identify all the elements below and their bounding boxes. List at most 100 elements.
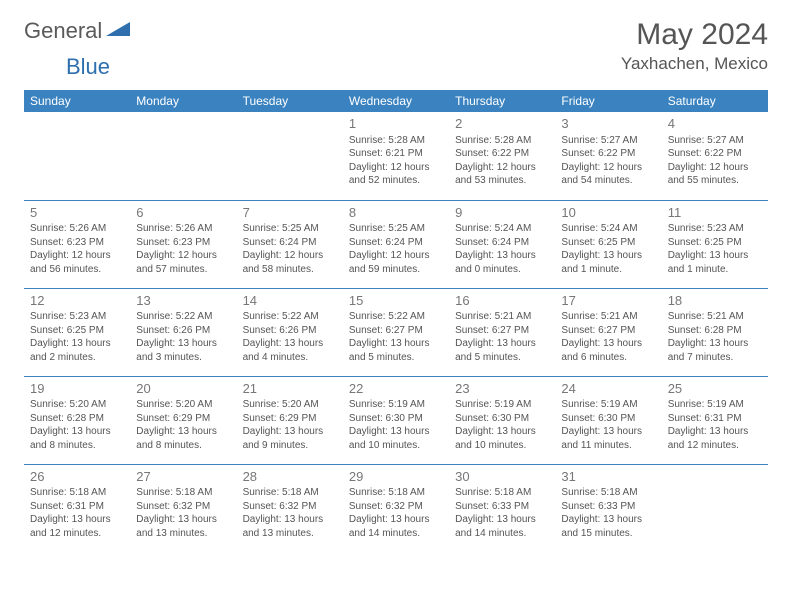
sunrise-text: Sunrise: 5:19 AM [668, 398, 762, 412]
day-cell: 12Sunrise: 5:23 AMSunset: 6:25 PMDayligh… [24, 288, 130, 376]
daylight-text: Daylight: 13 hours and 1 minute. [668, 249, 762, 276]
day-number: 9 [455, 204, 549, 222]
daylight-text: Daylight: 12 hours and 57 minutes. [136, 249, 230, 276]
day-cell: 3Sunrise: 5:27 AMSunset: 6:22 PMDaylight… [555, 112, 661, 200]
daylight-text: Daylight: 12 hours and 54 minutes. [561, 161, 655, 188]
sunset-text: Sunset: 6:26 PM [136, 324, 230, 338]
week-row: 12Sunrise: 5:23 AMSunset: 6:25 PMDayligh… [24, 288, 768, 376]
daylight-text: Daylight: 12 hours and 53 minutes. [455, 161, 549, 188]
day-number: 25 [668, 380, 762, 398]
sunrise-text: Sunrise: 5:20 AM [136, 398, 230, 412]
day-number: 2 [455, 115, 549, 133]
sunrise-text: Sunrise: 5:27 AM [668, 134, 762, 148]
day-cell [662, 464, 768, 552]
sunset-text: Sunset: 6:32 PM [243, 500, 337, 514]
day-number: 29 [349, 468, 443, 486]
day-cell: 30Sunrise: 5:18 AMSunset: 6:33 PMDayligh… [449, 464, 555, 552]
day-number: 24 [561, 380, 655, 398]
day-cell: 31Sunrise: 5:18 AMSunset: 6:33 PMDayligh… [555, 464, 661, 552]
day-number: 8 [349, 204, 443, 222]
day-cell: 19Sunrise: 5:20 AMSunset: 6:28 PMDayligh… [24, 376, 130, 464]
month-title: May 2024 [621, 18, 768, 52]
daylight-text: Daylight: 13 hours and 8 minutes. [136, 425, 230, 452]
calendar-body: 1 Sunrise: 5:28 AM Sunset: 6:21 PM Daylight… [24, 112, 768, 552]
day-number: 20 [136, 380, 230, 398]
daylight-text: Daylight: 13 hours and 13 minutes. [243, 513, 337, 540]
sunset-text: Sunset: 6:27 PM [349, 324, 443, 338]
sunrise-text: Sunrise: 5:23 AM [668, 222, 762, 236]
sunrise-text: Sunrise: 5:22 AM [349, 310, 443, 324]
day-number: 31 [561, 468, 655, 486]
day-cell: 7Sunrise: 5:25 AMSunset: 6:24 PMDaylight… [237, 200, 343, 288]
day-cell [24, 112, 130, 200]
sunset-text: Sunset: 6:25 PM [561, 236, 655, 250]
sunset-text: Sunset: 6:31 PM [30, 500, 124, 514]
day-cell: 10Sunrise: 5:24 AMSunset: 6:25 PMDayligh… [555, 200, 661, 288]
sunrise-text: Sunrise: 5:21 AM [455, 310, 549, 324]
day-cell: 22Sunrise: 5:19 AMSunset: 6:30 PMDayligh… [343, 376, 449, 464]
sunrise-text: Sunrise: 5:21 AM [668, 310, 762, 324]
day-cell: 11Sunrise: 5:23 AMSunset: 6:25 PMDayligh… [662, 200, 768, 288]
day-cell [237, 112, 343, 200]
sunrise-text: Sunrise: 5:27 AM [561, 134, 655, 148]
day-cell: 26Sunrise: 5:18 AMSunset: 6:31 PMDayligh… [24, 464, 130, 552]
sunrise-text: Sunrise: 5:23 AM [30, 310, 124, 324]
sunset-text: Sunset: 6:27 PM [561, 324, 655, 338]
day-number: 21 [243, 380, 337, 398]
sunset-text: Sunset: 6:23 PM [136, 236, 230, 250]
daylight-text: Daylight: 13 hours and 1 minute. [561, 249, 655, 276]
sunset-text: Sunset: 6:32 PM [349, 500, 443, 514]
day-number: 1 [349, 115, 443, 133]
daylight-text: Daylight: 13 hours and 12 minutes. [668, 425, 762, 452]
sunset-text: Sunset: 6:29 PM [243, 412, 337, 426]
day-number: 15 [349, 292, 443, 310]
day-cell [130, 112, 236, 200]
week-row: 19Sunrise: 5:20 AMSunset: 6:28 PMDayligh… [24, 376, 768, 464]
daylight-text: Daylight: 13 hours and 9 minutes. [243, 425, 337, 452]
daylight-text: Daylight: 13 hours and 11 minutes. [561, 425, 655, 452]
sunset-text: Sunset: 6:24 PM [243, 236, 337, 250]
sunset-text: Sunset: 6:28 PM [668, 324, 762, 338]
day-number: 26 [30, 468, 124, 486]
day-cell: 18Sunrise: 5:21 AMSunset: 6:28 PMDayligh… [662, 288, 768, 376]
day-number: 28 [243, 468, 337, 486]
day-number: 10 [561, 204, 655, 222]
day-cell: 17Sunrise: 5:21 AMSunset: 6:27 PMDayligh… [555, 288, 661, 376]
sunrise-text: Sunrise: 5:18 AM [30, 486, 124, 500]
sunrise-text: Sunrise: 5:18 AM [136, 486, 230, 500]
day-number: 11 [668, 204, 762, 222]
day-number: 16 [455, 292, 549, 310]
day-cell: 8Sunrise: 5:25 AMSunset: 6:24 PMDaylight… [343, 200, 449, 288]
day-cell: 24Sunrise: 5:19 AMSunset: 6:30 PMDayligh… [555, 376, 661, 464]
day-number: 7 [243, 204, 337, 222]
weekday-header: Thursday [449, 90, 555, 112]
day-cell: 2Sunrise: 5:28 AMSunset: 6:22 PMDaylight… [449, 112, 555, 200]
sunset-text: Sunset: 6:21 PM [349, 147, 443, 161]
logo: General [24, 18, 132, 44]
day-cell: 27Sunrise: 5:18 AMSunset: 6:32 PMDayligh… [130, 464, 236, 552]
sunrise-text: Sunrise: 5:28 AM [455, 134, 549, 148]
sunset-text: Sunset: 6:30 PM [561, 412, 655, 426]
sunrise-text: Sunrise: 5:18 AM [455, 486, 549, 500]
sunset-text: Sunset: 6:24 PM [349, 236, 443, 250]
day-cell: 28Sunrise: 5:18 AMSunset: 6:32 PMDayligh… [237, 464, 343, 552]
day-number: 3 [561, 115, 655, 133]
logo-text-general: General [24, 18, 102, 44]
daylight-text: Daylight: 13 hours and 3 minutes. [136, 337, 230, 364]
daylight-text: Daylight: 13 hours and 12 minutes. [30, 513, 124, 540]
day-number: 27 [136, 468, 230, 486]
day-cell: 4Sunrise: 5:27 AMSunset: 6:22 PMDaylight… [662, 112, 768, 200]
daylight-text: Daylight: 13 hours and 14 minutes. [455, 513, 549, 540]
daylight-text: Daylight: 13 hours and 13 minutes. [136, 513, 230, 540]
sunset-text: Sunset: 6:30 PM [455, 412, 549, 426]
daylight-text: Daylight: 13 hours and 6 minutes. [561, 337, 655, 364]
day-number: 18 [668, 292, 762, 310]
sunrise-text: Sunrise: 5:19 AM [455, 398, 549, 412]
day-cell: 13Sunrise: 5:22 AMSunset: 6:26 PMDayligh… [130, 288, 236, 376]
day-number: 23 [455, 380, 549, 398]
weekday-header: Monday [130, 90, 236, 112]
sunrise-text: Sunrise: 5:18 AM [243, 486, 337, 500]
sunrise-text: Sunrise: 5:25 AM [243, 222, 337, 236]
day-number: 6 [136, 204, 230, 222]
weekday-header: Wednesday [343, 90, 449, 112]
